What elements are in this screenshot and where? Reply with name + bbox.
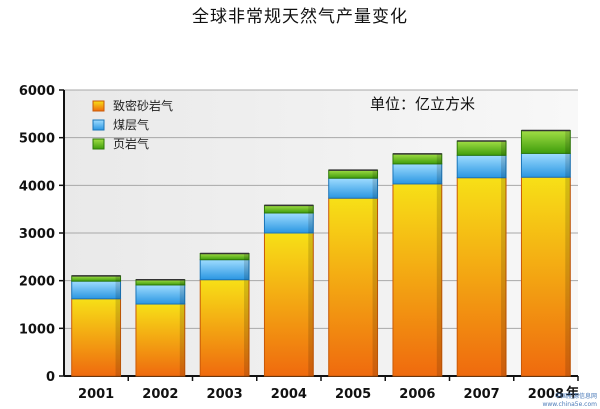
bar-shade-煤层气-2001: [115, 281, 121, 299]
x-unit-label: 年: [566, 385, 579, 401]
bar-shade-致密砂岩气-2008: [565, 177, 571, 376]
bar-煤层气-2005: [328, 177, 379, 199]
bar-shade-页岩气-2003: [244, 253, 250, 260]
bar-煤层气-2008: [520, 152, 571, 178]
bar-煤层气-2002: [135, 284, 186, 305]
bar-shade-页岩气-2001: [115, 275, 121, 282]
bar-煤层气-2001: [71, 280, 122, 300]
bar-shade-煤层气-2003: [244, 259, 250, 280]
y-tick-label: 4000: [19, 179, 55, 194]
x-tick-label: 2008: [528, 387, 564, 402]
legend-label-煤层气: 煤层气: [113, 117, 149, 132]
bar-页岩气-2003: [199, 252, 250, 261]
bar-致密砂岩气-2004: [263, 232, 314, 377]
bar-shade-煤层气-2002: [179, 284, 185, 305]
bar-shade-致密砂岩气-2002: [179, 304, 185, 376]
y-tick-label: 1000: [19, 322, 55, 337]
bar-shade-致密砂岩气-2005: [372, 198, 378, 376]
y-tick-label: 2000: [19, 275, 55, 290]
bar-致密砂岩气-2002: [135, 303, 186, 377]
bar-页岩气-2004: [263, 204, 314, 214]
bar-shade-页岩气-2002: [179, 279, 185, 285]
bar-页岩气-2008: [520, 130, 571, 154]
bar-shade-煤层气-2004: [308, 212, 314, 233]
legend-label-致密砂岩气: 致密砂岩气: [113, 98, 173, 113]
bar-页岩气-2005: [328, 169, 379, 179]
bar-shade-煤层气-2007: [501, 155, 507, 178]
bar-致密砂岩气-2003: [199, 279, 250, 377]
y-tick-label: 0: [46, 370, 55, 385]
bar-致密砂岩气-2005: [328, 197, 379, 377]
bar-shade-页岩气-2008: [565, 130, 571, 154]
bar-shade-页岩气-2004: [308, 205, 314, 213]
watermark-line-2: www.china5e.com: [542, 401, 597, 408]
watermark-line-1: 中国能源信息网: [555, 392, 597, 400]
bar-页岩气-2002: [135, 279, 186, 286]
bar-煤层气-2003: [199, 259, 250, 281]
bar-shade-页岩气-2005: [372, 170, 378, 179]
x-tick-label: 2006: [399, 387, 435, 402]
x-tick-label: 2003: [207, 387, 243, 402]
bar-shade-煤层气-2005: [372, 178, 378, 199]
bar-shade-致密砂岩气-2007: [501, 177, 507, 376]
legend-label-页岩气: 页岩气: [113, 136, 149, 151]
x-tick-label: 2002: [142, 387, 178, 402]
bar-页岩气-2006: [392, 153, 443, 165]
bar-shade-页岩气-2006: [436, 153, 442, 164]
legend-swatch-致密砂岩气: [92, 100, 105, 112]
bar-shade-致密砂岩气-2004: [308, 233, 314, 376]
x-tick-label: 2004: [271, 387, 307, 402]
bar-致密砂岩气-2001: [71, 298, 122, 377]
y-tick-label: 6000: [19, 84, 55, 99]
bar-shade-致密砂岩气-2001: [115, 298, 121, 376]
bar-煤层气-2006: [392, 163, 443, 185]
bar-shade-致密砂岩气-2003: [244, 279, 250, 376]
chart-title: 全球非常规天然气产量变化: [192, 7, 408, 27]
bar-页岩气-2007: [456, 140, 507, 156]
legend-swatch-煤层气: [92, 119, 105, 131]
bar-shade-煤层气-2006: [436, 163, 442, 184]
bar-煤层气-2004: [263, 212, 314, 234]
bar-致密砂岩气-2008: [520, 176, 571, 377]
x-tick-label: 2005: [335, 387, 371, 402]
x-tick-label: 2007: [464, 387, 500, 402]
bar-shade-致密砂岩气-2006: [436, 183, 442, 376]
bar-shade-煤层气-2008: [565, 153, 571, 178]
unit-label: 单位：亿立方米: [370, 95, 475, 113]
legend-swatch-页岩气: [92, 138, 105, 150]
bar-煤层气-2007: [456, 154, 507, 179]
bar-页岩气-2001: [71, 275, 122, 282]
x-tick-label: 2001: [78, 387, 114, 402]
y-tick-label: 3000: [19, 227, 55, 242]
bar-shade-页岩气-2007: [501, 141, 507, 156]
bar-致密砂岩气-2007: [456, 177, 507, 377]
y-tick-label: 5000: [19, 132, 55, 147]
bar-致密砂岩气-2006: [392, 183, 443, 377]
